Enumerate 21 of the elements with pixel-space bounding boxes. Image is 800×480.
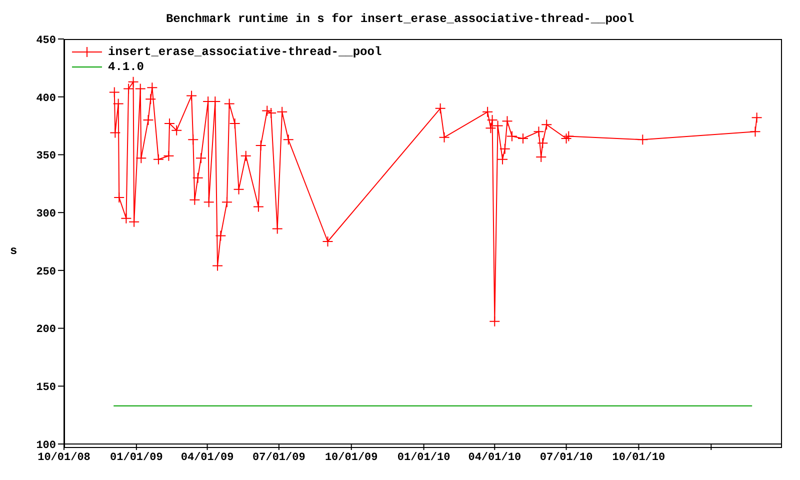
y-tick-label: 250	[36, 266, 56, 278]
x-tick-label: 10/01/10	[612, 452, 666, 464]
y-tick-label: 400	[36, 92, 56, 105]
legend-label: 4.1.0	[108, 60, 144, 74]
y-tick-label: 200	[36, 324, 56, 336]
y-tick-label: 350	[36, 150, 56, 163]
y-tick-label: 100	[36, 440, 56, 452]
y-axis-title: s	[10, 244, 18, 258]
x-tick-label: 04/01/10	[468, 452, 522, 464]
y-tick-label: 450	[36, 34, 56, 47]
x-tick-label: 01/01/09	[110, 452, 163, 464]
x-tick-label: 10/01/09	[324, 452, 378, 464]
y-tick-label: 300	[36, 208, 56, 220]
x-tick-label: 04/01/09	[180, 452, 234, 464]
x-tick-label: 07/01/09	[252, 452, 306, 464]
chart-title: Benchmark runtime in s for insert_erase_associative-thread-__pool	[164, 12, 636, 26]
x-tick-label: 07/01/10	[540, 452, 593, 464]
x-tick-label: 10/01/08	[38, 452, 91, 464]
x-tick-label: 01/01/10	[397, 452, 450, 464]
y-tick-label: 150	[36, 382, 56, 394]
legend-label: insert_erase_associative-thread-__pool	[108, 44, 382, 58]
